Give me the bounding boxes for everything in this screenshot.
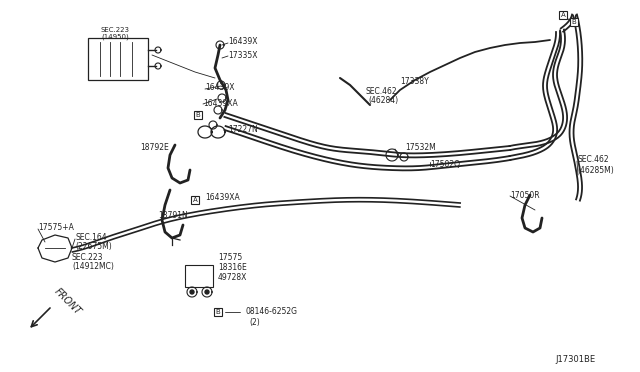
Text: (46285M): (46285M) [577, 166, 614, 174]
Text: 17502Q: 17502Q [430, 160, 460, 170]
Text: SEC.164: SEC.164 [75, 234, 107, 243]
Text: 16439X: 16439X [205, 83, 234, 93]
Text: 17338Y: 17338Y [400, 77, 429, 87]
Text: 17227N: 17227N [228, 125, 258, 135]
Text: SEC.223: SEC.223 [72, 253, 104, 263]
Polygon shape [205, 290, 209, 294]
Text: 49728X: 49728X [218, 273, 248, 282]
Text: (14912MC): (14912MC) [72, 262, 114, 270]
Text: (2): (2) [250, 317, 260, 327]
Text: 17335X: 17335X [228, 51, 257, 60]
Text: (22675M): (22675M) [75, 241, 112, 250]
Text: 17050R: 17050R [510, 190, 540, 199]
Text: 18792E: 18792E [140, 144, 169, 153]
Text: 18316E: 18316E [218, 263, 247, 273]
Polygon shape [190, 290, 194, 294]
Text: 17575: 17575 [218, 253, 243, 263]
Text: (14950): (14950) [101, 34, 129, 40]
Text: 08146-6252G: 08146-6252G [245, 308, 297, 317]
Text: (46284): (46284) [368, 96, 398, 105]
Text: 16439XA: 16439XA [203, 99, 237, 108]
Text: A: A [193, 197, 197, 203]
Text: A: A [561, 12, 565, 18]
Text: J17301BE: J17301BE [555, 356, 595, 365]
Text: 17532M: 17532M [405, 144, 436, 153]
Text: B: B [572, 19, 577, 25]
Bar [88, 38, 148, 80]
Text: SEC.462: SEC.462 [365, 87, 397, 96]
Text: B: B [196, 112, 200, 118]
Text: 17575+A: 17575+A [38, 224, 74, 232]
Bar [185, 265, 213, 287]
Text: B: B [216, 309, 220, 315]
Text: 18791N: 18791N [158, 211, 188, 219]
Text: 16439X: 16439X [228, 38, 257, 46]
Text: SEC.223: SEC.223 [100, 27, 129, 33]
Text: 16439XA: 16439XA [205, 193, 240, 202]
Text: FRONT: FRONT [52, 287, 83, 317]
Text: SEC.462: SEC.462 [577, 155, 609, 164]
